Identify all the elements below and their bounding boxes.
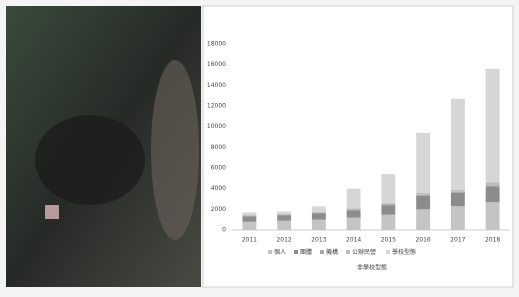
x-tick-label: 2016 — [415, 237, 430, 244]
y-tick-label: 0 — [222, 227, 226, 234]
y-tick-label: 18000 — [207, 41, 226, 48]
bar-segment — [242, 222, 256, 230]
bar-segment — [381, 203, 395, 204]
bar-segment — [312, 220, 326, 230]
bar-segment — [451, 190, 465, 192]
bar-segment — [451, 192, 465, 193]
y-tick-label: 10000 — [207, 123, 226, 130]
bar-segment — [242, 212, 256, 215]
page: {"chart_data": {"type": "stacked_bar", "… — [0, 0, 519, 293]
legend-swatch — [268, 250, 272, 254]
bar-segment — [347, 209, 361, 210]
legend-swatch — [294, 250, 298, 254]
bar-segment — [486, 187, 500, 203]
x-tick-label: 2013 — [311, 237, 326, 244]
legend-label: 機構 — [326, 248, 338, 256]
y-tick-label: 2000 — [211, 206, 226, 213]
x-tick-label: 2012 — [276, 237, 291, 244]
legend-label: 學校型態 — [392, 248, 416, 256]
bar-segment — [451, 99, 465, 190]
y-tick-label: 4000 — [211, 185, 226, 192]
photo-rock — [151, 60, 199, 240]
bar-segment — [347, 189, 361, 209]
legend-swatch — [346, 250, 350, 254]
y-tick-label: 16000 — [207, 61, 226, 68]
bar-segment — [312, 212, 326, 213]
bar-segment — [277, 211, 291, 214]
y-tick-label: 8000 — [211, 144, 226, 151]
bar-segment — [381, 174, 395, 203]
screenshot: 非學校型態 0 2000 4000 6000 8000 10000 12000 14000 16… — [0, 0, 519, 293]
chart-panel — [203, 6, 513, 287]
x-tick-label: 2017 — [450, 237, 465, 244]
legend-label: 團體 — [300, 248, 312, 256]
bar-segment — [242, 216, 256, 217]
bar-segment — [312, 206, 326, 212]
bar-segment — [277, 216, 291, 221]
legend-label: 個人 — [274, 248, 286, 256]
bar-segment — [416, 209, 430, 230]
x-tick-label: 2015 — [381, 237, 396, 244]
bar-segment — [347, 208, 361, 209]
y-tick-label: 12000 — [207, 103, 226, 110]
legend-swatch — [386, 250, 390, 254]
bar-segment — [416, 193, 430, 195]
y-tick-label: 6000 — [211, 165, 226, 172]
bar-segment — [451, 206, 465, 230]
photo-patch — [45, 205, 59, 219]
bar-segment — [416, 195, 430, 196]
bar-segment — [347, 210, 361, 217]
bar-segment — [277, 215, 291, 216]
x-tick-label: 2011 — [242, 237, 257, 244]
y-tick-label: 14000 — [207, 82, 226, 89]
photo-figure — [35, 115, 145, 205]
bar-segment — [486, 202, 500, 230]
x-tick-label: 2014 — [346, 237, 361, 244]
bar-segment — [381, 204, 395, 205]
bar-segment — [242, 217, 256, 222]
bar-segment — [312, 213, 326, 219]
bar-segment — [381, 205, 395, 214]
bar-segment — [486, 69, 500, 183]
x-axis-title: 非學校型態 — [357, 264, 387, 272]
bar-segment — [347, 218, 361, 230]
legend-label: 公辦民營 — [352, 248, 376, 256]
bar-segment — [381, 215, 395, 231]
x-tick-label: 2018 — [485, 237, 500, 244]
legend-swatch — [320, 250, 324, 254]
bar-segment — [486, 186, 500, 187]
bar-segment — [416, 196, 430, 209]
bar-segment — [486, 182, 500, 185]
bar-segment — [416, 133, 430, 193]
bar-segment — [277, 221, 291, 230]
bar-segment — [451, 193, 465, 206]
